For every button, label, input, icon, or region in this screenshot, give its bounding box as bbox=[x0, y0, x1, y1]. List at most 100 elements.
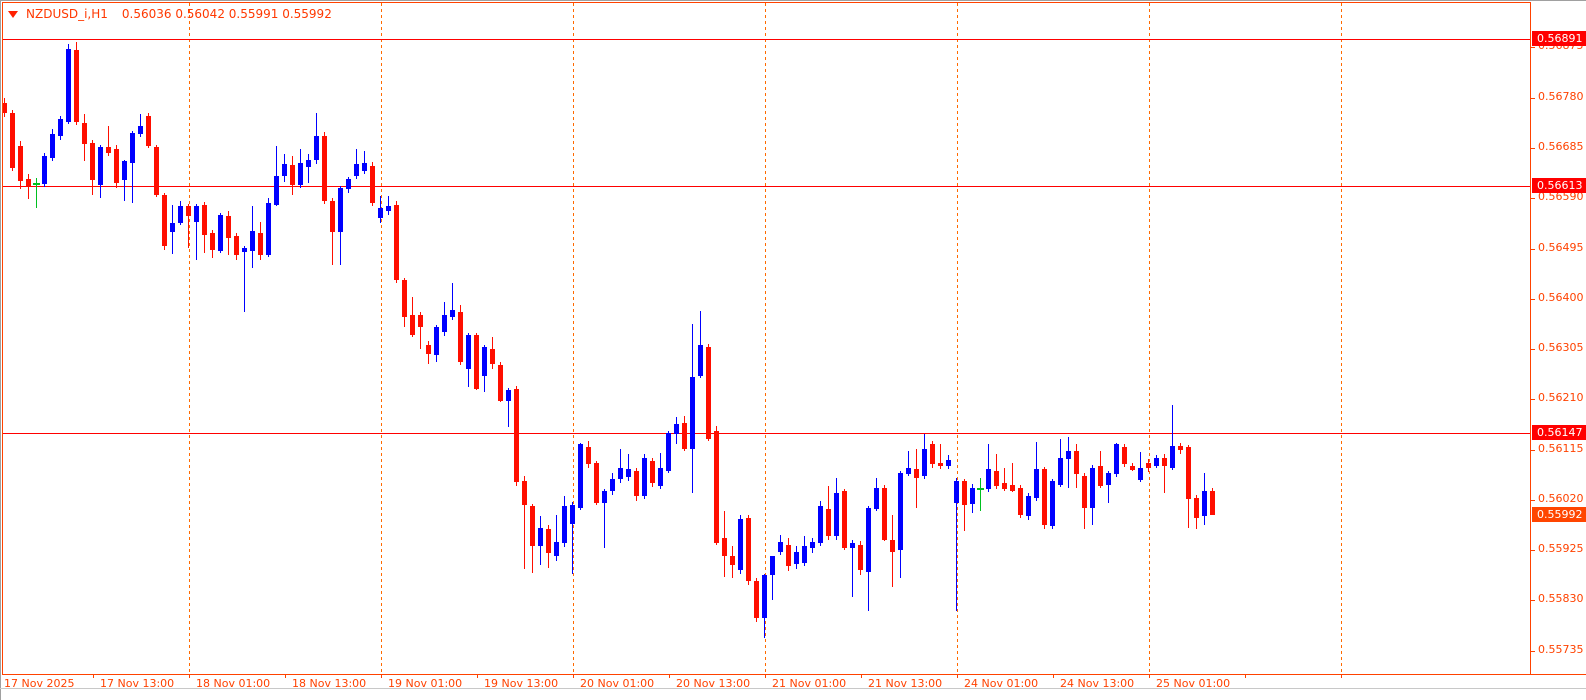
candle-bull-body bbox=[170, 223, 175, 232]
candle-bear-body bbox=[746, 518, 751, 581]
candle-bear-body bbox=[1074, 451, 1079, 474]
candle-bull-body bbox=[674, 424, 679, 434]
candle-bear-body bbox=[474, 335, 479, 389]
candle-bear-body bbox=[1122, 447, 1127, 464]
candle-bear-body bbox=[258, 233, 263, 255]
candle-wick bbox=[852, 540, 853, 597]
candle-bear-body bbox=[1098, 466, 1103, 486]
time-label: 20 Nov 01:00 bbox=[580, 677, 655, 690]
candle-wick bbox=[108, 126, 109, 156]
candle-bear-body bbox=[858, 545, 863, 570]
candle-bear-body bbox=[490, 349, 495, 364]
candle-wick bbox=[604, 489, 605, 548]
candle-bull-body bbox=[538, 528, 543, 546]
candle-wick bbox=[964, 479, 965, 531]
candle-bear-body bbox=[842, 491, 847, 548]
day-separator bbox=[765, 3, 766, 674]
candle-bear-body bbox=[402, 280, 407, 317]
candle-bear-body bbox=[714, 431, 719, 543]
candle-bull-body bbox=[218, 215, 223, 251]
price-tick bbox=[1530, 349, 1535, 350]
candle-bull-body bbox=[986, 469, 991, 489]
candle-wick bbox=[1140, 452, 1141, 482]
level-line[interactable] bbox=[2, 39, 1530, 40]
candle-bull-body bbox=[850, 543, 855, 548]
candle-bull-body bbox=[610, 479, 615, 491]
candle-bear-body bbox=[162, 195, 167, 246]
candle-bear-body bbox=[514, 389, 519, 482]
candle-bear-body bbox=[1002, 483, 1007, 489]
candle-wick bbox=[388, 196, 389, 215]
price-label: 0.56495 bbox=[1538, 241, 1584, 254]
frame-right bbox=[1530, 2, 1531, 674]
candle-bull-body bbox=[1066, 451, 1071, 459]
candle-wick bbox=[196, 204, 197, 260]
candle-bear-body bbox=[1146, 463, 1151, 468]
level-line[interactable] bbox=[2, 433, 1530, 434]
candle-bull-body bbox=[266, 203, 271, 255]
candle-bull-body bbox=[1202, 491, 1207, 516]
candle-bear-body bbox=[1210, 491, 1215, 515]
candle-bull-body bbox=[298, 163, 303, 185]
time-label: 18 Nov 13:00 bbox=[292, 677, 367, 690]
candle-bear-body bbox=[938, 463, 943, 466]
candle-wick bbox=[988, 444, 989, 492]
candle-bear-body bbox=[826, 509, 831, 536]
time-tick bbox=[381, 674, 382, 678]
candle-bull-body bbox=[578, 444, 583, 508]
candle-bull-body bbox=[66, 49, 71, 122]
time-tick bbox=[477, 674, 478, 678]
candle-bull-body bbox=[282, 164, 287, 176]
candle-bear-body bbox=[370, 166, 375, 203]
price-tick bbox=[1530, 299, 1535, 300]
candle-wick bbox=[1172, 405, 1173, 470]
price-label: 0.56400 bbox=[1538, 291, 1584, 304]
candle-bull-body bbox=[802, 546, 807, 563]
time-label: 19 Nov 13:00 bbox=[484, 677, 559, 690]
candle-bear-body bbox=[1178, 446, 1183, 450]
candle-bear-body bbox=[546, 529, 551, 553]
candle-bear-body bbox=[786, 545, 791, 566]
candle-bull-body bbox=[874, 488, 879, 509]
candle-bull-body bbox=[898, 473, 903, 550]
candle-bull-body bbox=[570, 505, 575, 524]
candle-bull-body bbox=[738, 519, 743, 570]
candle-wick bbox=[1012, 463, 1013, 492]
time-tick bbox=[1149, 674, 1150, 678]
level-line[interactable] bbox=[2, 186, 1530, 187]
candle-doji-bar bbox=[977, 488, 984, 490]
candle-wick bbox=[28, 174, 29, 199]
candle-wick bbox=[940, 444, 941, 469]
candle-bear-body bbox=[754, 581, 759, 618]
candle-wick bbox=[908, 451, 909, 476]
candle-bear-body bbox=[82, 123, 87, 144]
candle-bear-body bbox=[74, 50, 79, 122]
time-label: 24 Nov 13:00 bbox=[1060, 677, 1135, 690]
candle-bear-body bbox=[890, 540, 895, 552]
price-label: 0.56115 bbox=[1538, 442, 1584, 455]
candle-bear-body bbox=[114, 149, 119, 183]
candle-bear-body bbox=[186, 206, 191, 216]
candle-wick bbox=[188, 204, 189, 248]
candle-wick bbox=[452, 283, 453, 320]
candle-wick bbox=[956, 478, 957, 611]
candle-bear-body bbox=[322, 136, 327, 201]
candle-bull-body bbox=[906, 468, 911, 474]
candle-bear-body bbox=[106, 147, 111, 153]
candle-bull-body bbox=[954, 481, 959, 503]
candle-bull-body bbox=[762, 575, 767, 618]
candle-bull-body bbox=[378, 208, 383, 218]
candle-bull-body bbox=[866, 508, 871, 572]
candle-wick bbox=[916, 449, 917, 508]
candle-bull-body bbox=[314, 136, 319, 160]
window-edge-left bbox=[0, 0, 1, 700]
candle-bear-body bbox=[930, 444, 935, 464]
candle-bear-body bbox=[426, 345, 431, 354]
candle-bull-body bbox=[178, 206, 183, 223]
candle-bull-body bbox=[690, 377, 695, 449]
price-label: 0.55925 bbox=[1538, 542, 1584, 555]
candle-bear-body bbox=[202, 205, 207, 235]
candle-bear-body bbox=[650, 461, 655, 483]
day-separator bbox=[573, 3, 574, 674]
